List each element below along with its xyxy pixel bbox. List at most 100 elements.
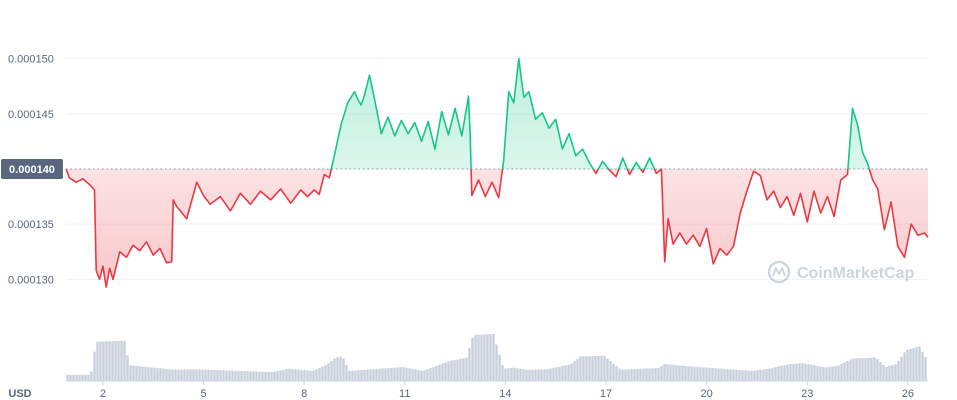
volume-bar — [162, 368, 165, 381]
volume-bar — [174, 369, 177, 381]
x-tick-label: 8 — [301, 388, 307, 400]
x-tick-label: 5 — [200, 388, 206, 400]
volume-bar — [786, 364, 789, 381]
volume-bar — [105, 341, 108, 381]
volume-bar — [801, 363, 804, 381]
volume-bar — [864, 357, 867, 381]
volume-bar — [684, 365, 687, 381]
volume-bar — [504, 368, 507, 381]
volume-bar — [357, 370, 360, 381]
volume-bar — [360, 370, 363, 381]
volume-bar — [219, 370, 222, 381]
volume-bar — [369, 369, 372, 381]
volume-bar — [117, 340, 120, 381]
reference-price-badge: 0.000140 — [1, 159, 63, 179]
volume-bar — [294, 369, 297, 381]
volume-bar — [498, 354, 501, 381]
volume-bar — [669, 364, 672, 381]
volume-bar — [417, 370, 420, 381]
volume-bar — [906, 349, 909, 381]
volume-bar — [111, 341, 114, 381]
volume-bar — [177, 369, 180, 381]
volume-bar — [699, 367, 702, 381]
volume-bar — [912, 348, 915, 381]
volume-bar — [267, 371, 270, 381]
volume-bar — [420, 370, 423, 381]
volume-bar — [375, 368, 378, 381]
x-tick-label: 26 — [902, 388, 914, 400]
volume-bar — [75, 374, 78, 381]
volume-bar — [873, 357, 876, 381]
volume-bar — [411, 368, 414, 381]
volume-bar — [255, 371, 258, 381]
volume-bar — [597, 355, 600, 381]
volume-bar — [702, 367, 705, 381]
volume-bar — [867, 357, 870, 381]
volume-bar — [555, 367, 558, 381]
volume-bar — [165, 368, 168, 381]
y-tick-label: 0.000150 — [8, 54, 54, 66]
volume-bar — [588, 356, 591, 381]
y-axis: 0.000130 0.000135 0.000145 0.000150 — [8, 54, 54, 287]
volume-bar — [471, 337, 474, 381]
volume-bar — [252, 371, 255, 381]
volume-bar — [363, 369, 366, 381]
volume-bar — [750, 370, 753, 381]
volume-bar — [447, 361, 450, 381]
volume-bar — [642, 368, 645, 381]
volume-bar — [291, 369, 294, 381]
volume-bar — [135, 366, 138, 381]
volume-bar — [216, 370, 219, 381]
volume-bar — [414, 369, 417, 381]
volume-bar — [813, 365, 816, 381]
volume-bar — [609, 361, 612, 381]
volume-bar — [264, 371, 267, 381]
volume-bar — [144, 366, 147, 381]
volume-bar — [201, 369, 204, 381]
volume-bar — [273, 371, 276, 381]
volume-bar — [729, 369, 732, 381]
currency-label: USD — [8, 388, 31, 400]
volume-bar — [600, 355, 603, 381]
volume-bar — [741, 370, 744, 381]
volume-bar — [591, 356, 594, 381]
volume-bar — [762, 369, 765, 381]
coinmarketcap-watermark: CoinMarketCap — [767, 260, 915, 284]
volume-bar — [573, 361, 576, 381]
volume-bar — [546, 369, 549, 381]
volume-bar — [81, 374, 84, 381]
volume-bar — [876, 359, 879, 381]
volume-bar — [300, 369, 303, 381]
volume-bar — [303, 370, 306, 381]
volume-bar — [483, 334, 486, 381]
volume-bar — [315, 369, 318, 381]
volume-bar — [489, 334, 492, 381]
volume-bar — [519, 368, 522, 381]
volume-bar — [615, 366, 618, 381]
volume-bar — [243, 371, 246, 381]
volume-bar — [423, 370, 426, 381]
volume-bar — [708, 367, 711, 381]
volume-bar — [678, 365, 681, 381]
volume-bar — [540, 369, 543, 381]
volume-bar — [570, 363, 573, 381]
volume-bars — [66, 334, 928, 382]
volume-bar — [816, 366, 819, 381]
volume-bar — [234, 370, 237, 381]
volume-bar — [126, 355, 129, 381]
volume-bar — [69, 374, 72, 381]
volume-bar — [645, 368, 648, 381]
volume-bar — [549, 368, 552, 381]
volume-bar — [810, 364, 813, 381]
volume-bar — [393, 367, 396, 381]
volume-bar — [261, 371, 264, 381]
volume-bar — [666, 364, 669, 381]
volume-bar — [636, 368, 639, 381]
volume-bar — [258, 371, 261, 381]
volume-bar — [513, 367, 516, 381]
volume-bar — [564, 365, 567, 381]
volume-bar — [123, 340, 126, 381]
volume-bar — [804, 363, 807, 381]
volume-bar — [501, 365, 504, 381]
volume-bar — [426, 369, 429, 381]
